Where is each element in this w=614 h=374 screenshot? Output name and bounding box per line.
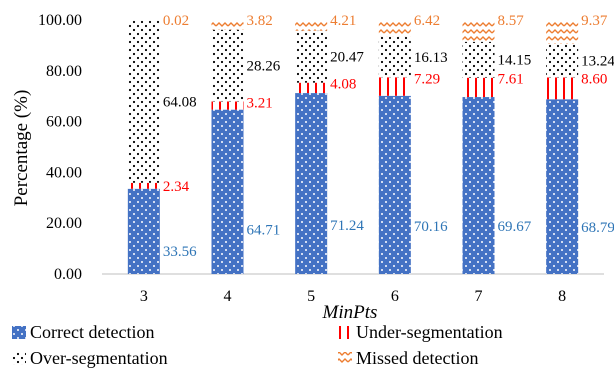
bar-segment-missed-detection (546, 20, 579, 44)
x-tick-label: 7 (475, 288, 483, 305)
bar-segment-over-segmentation (295, 30, 328, 83)
y-tick-label: 0.00 (54, 266, 82, 283)
legend-label-under-segmentation: Under-segmentation (356, 322, 503, 342)
legend-label-correct-detection: Correct detection (30, 322, 154, 342)
bar-segment-under-segmentation (462, 77, 495, 98)
bar-segment-missed-detection (295, 20, 328, 31)
x-axis: 3 4 5 6 7 8 (102, 273, 604, 305)
bar-segment-under-segmentation (378, 77, 411, 96)
x-tick-label: 6 (391, 288, 399, 305)
data-label-over-segmentation: 16.13 (414, 50, 448, 66)
bar-segment-correct-detection (295, 93, 328, 274)
data-label-missed-detection: 8.57 (498, 13, 525, 29)
bar-segment-over-segmentation (211, 29, 244, 102)
data-label-under-segmentation: 7.61 (498, 72, 524, 88)
bar-segment-correct-detection (127, 188, 160, 274)
bar-segment-missed-detection (462, 20, 495, 42)
data-label-missed-detection: 4.21 (330, 13, 356, 29)
x-tick-label: 5 (307, 288, 315, 305)
data-label-correct-detection: 69.67 (498, 219, 532, 235)
x-tick-label: 4 (224, 288, 232, 305)
bar-segment-over-segmentation (378, 36, 411, 78)
y-tick-label: 80.00 (46, 63, 82, 80)
legend-label-over-segmentation: Over-segmentation (30, 348, 168, 368)
data-label-over-segmentation: 28.26 (247, 59, 281, 75)
data-label-under-segmentation: 8.60 (581, 71, 607, 87)
bar-segment-missed-detection (378, 20, 411, 37)
legend-swatch-over-segmentation (12, 352, 26, 365)
data-labels: 33.56 2.34 64.08 0.02 64.71 3.21 28.26 3.82 71.2… (163, 13, 614, 260)
bar-segment-under-segmentation (211, 101, 244, 110)
legend-swatch-missed-detection (338, 352, 352, 365)
data-label-over-segmentation: 20.47 (330, 50, 364, 66)
bar-segment-correct-detection (546, 99, 579, 274)
data-label-correct-detection: 71.24 (330, 218, 364, 234)
data-label-over-segmentation: 13.24 (581, 54, 614, 70)
x-tick-label: 8 (558, 288, 566, 305)
bar-segment-under-segmentation (295, 82, 328, 94)
bar-segment-missed-detection (211, 20, 244, 30)
legend-label-missed-detection: Missed detection (356, 348, 478, 368)
legend: Correct detection Under-segmentation Over-… (12, 322, 503, 368)
data-label-under-segmentation: 3.21 (247, 95, 273, 111)
bar-segment-over-segmentation (127, 20, 160, 183)
data-label-correct-detection: 64.71 (247, 223, 281, 239)
x-axis-title: MinPts (322, 302, 378, 323)
bar-segment-correct-detection (211, 109, 244, 274)
bar-segment-correct-detection (462, 97, 495, 274)
data-label-missed-detection: 0.02 (163, 13, 189, 29)
data-label-correct-detection: 68.79 (581, 220, 614, 236)
data-label-over-segmentation: 14.15 (498, 53, 532, 69)
bar-segment-over-segmentation (462, 41, 495, 78)
data-label-missed-detection: 9.37 (581, 13, 608, 29)
data-label-over-segmentation: 64.08 (163, 94, 197, 110)
bar-segment-correct-detection (378, 95, 411, 274)
y-tick-label: 100.00 (38, 12, 82, 29)
y-axis: 0.00 20.00 40.00 60.00 80.00 100.00 (38, 12, 82, 283)
y-tick-label: 20.00 (46, 215, 82, 232)
data-label-missed-detection: 3.82 (247, 13, 273, 29)
data-label-under-segmentation: 2.34 (163, 179, 190, 195)
y-tick-label: 40.00 (46, 164, 82, 181)
bar-stacks (127, 20, 579, 274)
y-tick-label: 60.00 (46, 114, 82, 131)
bar-segment-under-segmentation (546, 77, 579, 100)
y-axis-title: Percentage (%) (11, 90, 32, 207)
data-label-under-segmentation: 7.29 (414, 71, 440, 87)
x-tick-label: 3 (140, 288, 148, 305)
data-label-correct-detection: 33.56 (163, 244, 197, 260)
legend-swatch-correct-detection (12, 326, 26, 339)
legend-swatch-under-segmentation (338, 326, 352, 339)
data-label-correct-detection: 70.16 (414, 219, 448, 235)
bar-segment-over-segmentation (546, 43, 579, 78)
data-label-missed-detection: 6.42 (414, 13, 440, 29)
bar-segment-under-segmentation (127, 182, 160, 189)
data-label-under-segmentation: 4.08 (330, 77, 356, 93)
